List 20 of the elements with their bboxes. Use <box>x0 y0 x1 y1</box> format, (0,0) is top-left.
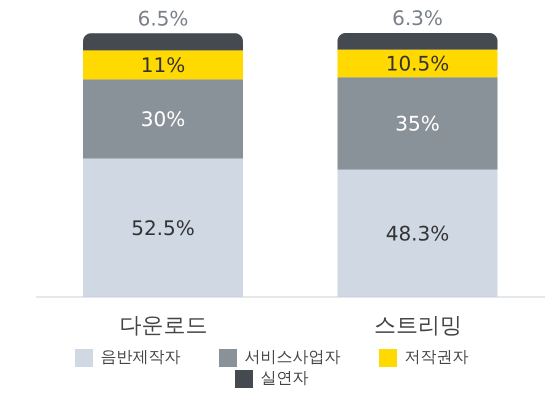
bar <box>83 50 243 80</box>
legend-label: 실연자 <box>260 368 308 387</box>
data-label: 52.5% <box>131 216 195 240</box>
bar <box>338 50 498 78</box>
data-label: 30% <box>140 106 186 131</box>
data-label: 11% <box>140 52 186 77</box>
bar <box>338 33 498 50</box>
x-tick-label: 스트리밍 <box>374 314 462 339</box>
x-tick-label: 다운로드 <box>119 314 208 339</box>
data-label: 35% <box>395 111 440 136</box>
bar <box>338 77 498 170</box>
data-label: 10.5% <box>386 51 450 76</box>
legend-label: 서비스사업자 <box>244 347 340 366</box>
legend-label: 저작권자 <box>404 347 468 366</box>
data-label: 48.3% <box>386 221 450 246</box>
bar <box>83 33 243 50</box>
legend-label: 음반제작자 <box>100 347 180 366</box>
data-label: 6.5% <box>138 6 188 30</box>
bar <box>83 79 243 159</box>
data-label: 6.3% <box>392 6 443 30</box>
